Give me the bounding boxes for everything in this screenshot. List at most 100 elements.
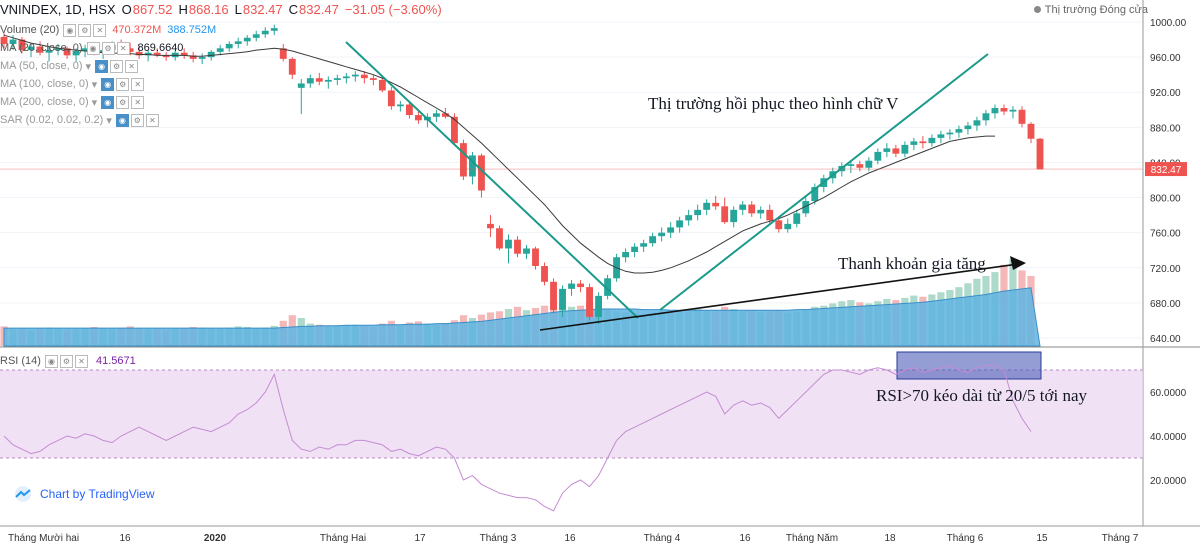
legend-ma20[interactable]: MA (20, close, 0) ◉ ⚙ ✕ 869.6640 (0, 40, 183, 56)
gear-icon[interactable]: ⚙ (130, 113, 144, 127)
volume-ma-value: 388.752M (167, 24, 217, 36)
legend-ma200-label: MA (200, close, 0) (0, 96, 89, 108)
candle (631, 243, 639, 258)
candle (496, 225, 503, 251)
candle (460, 139, 467, 180)
candle (910, 137, 918, 151)
candle (18, 36, 26, 53)
close-icon[interactable]: ✕ (131, 95, 145, 109)
legend-ma50-label: MA (50, close, 0) (0, 60, 83, 72)
legend-ma20-label: MA (20, close, 0) (0, 42, 83, 54)
chevron-down-icon[interactable]: ▾ (85, 60, 92, 73)
close-icon[interactable]: ✕ (131, 77, 145, 91)
candle (225, 41, 233, 52)
candle (937, 130, 945, 144)
eye-off-icon[interactable]: ◉ (101, 77, 115, 91)
brand-text: Chart by TradingView (40, 487, 155, 501)
legend-ma50[interactable]: MA (50, close, 0) ▾ ◉ ⚙ ✕ (0, 58, 139, 74)
gear-icon[interactable]: ⚙ (110, 59, 124, 73)
candle (0, 32, 8, 49)
legend-rsi[interactable]: RSI (14) ◉ ⚙ ✕ 41.5671 (0, 353, 136, 369)
rsi-tick-label: 20.0000 (1150, 476, 1187, 487)
legend-sar[interactable]: SAR (0.02, 0.02, 0.2) ▾ ◉ ⚙ ✕ (0, 112, 159, 128)
chevron-down-icon[interactable]: ▾ (106, 114, 112, 127)
legend-controls[interactable]: ◉ ⚙ ✕ (44, 354, 88, 368)
legend-volume[interactable]: Volume (20) ◉ ⚙ ✕ 470.372M 388.752M (0, 22, 216, 38)
eye-icon[interactable]: ◉ (86, 41, 100, 55)
candle (793, 209, 801, 228)
eye-icon[interactable]: ◉ (63, 23, 77, 37)
legend-controls[interactable]: ◉ ⚙ ✕ (101, 77, 145, 91)
candle (478, 153, 485, 198)
change-value: −31.05 (−3.60%) (344, 2, 442, 17)
candle (414, 109, 422, 124)
candle (360, 71, 368, 84)
volume-arrow-line (539, 263, 1019, 331)
symbol-name[interactable]: VNINDEX, 1D, HSX (0, 2, 116, 17)
high-label: H (178, 2, 188, 17)
candle (514, 236, 521, 258)
close-icon[interactable]: ✕ (74, 354, 88, 368)
candle (270, 24, 278, 36)
high-value: 868.16 (188, 2, 229, 17)
candle (928, 134, 936, 147)
candle (559, 285, 566, 317)
market-status: Thị trường Đóng cửa (1033, 4, 1148, 16)
legend-controls[interactable]: ◉ ⚙ ✕ (86, 41, 130, 55)
time-tick-label: 16 (119, 533, 131, 544)
candle (748, 201, 756, 217)
close-icon[interactable]: ✕ (125, 59, 139, 73)
legend-sar-label: SAR (0.02, 0.02, 0.2) (0, 114, 104, 126)
rsi-band (0, 370, 1143, 458)
candle (63, 46, 71, 59)
price-tick-label: 960.00 (1150, 53, 1181, 64)
rsi-axis: 60.0000 40.0000 20.0000 (1150, 388, 1187, 487)
low-value: 832.47 (242, 2, 283, 17)
close-icon[interactable]: ✕ (145, 113, 159, 127)
candle (54, 43, 62, 56)
legend-controls[interactable]: ◉ ⚙ ✕ (95, 59, 139, 73)
candle (387, 86, 395, 110)
candles (0, 24, 1044, 324)
candle (901, 141, 909, 158)
legend-ma100-label: MA (100, close, 0) (0, 78, 89, 90)
rsi-tick-label: 60.0000 (1150, 388, 1187, 399)
candle (1009, 106, 1017, 119)
candle (991, 104, 999, 119)
gear-icon[interactable]: ⚙ (78, 23, 92, 37)
time-tick-label: Tháng Mười hai (8, 533, 79, 544)
legend-controls[interactable]: ◉ ⚙ ✕ (63, 23, 107, 37)
chevron-down-icon[interactable]: ▾ (91, 96, 98, 109)
candle (730, 206, 738, 228)
legend-ma200[interactable]: MA (200, close, 0) ▾ ◉ ⚙ ✕ (0, 94, 145, 110)
chevron-down-icon[interactable]: ▾ (91, 78, 98, 91)
market-status-text: Thị trường Đóng cửa (1044, 4, 1148, 16)
price-tick-label: 800.00 (1150, 194, 1181, 205)
candle (604, 274, 612, 300)
candle (658, 227, 666, 242)
gear-icon[interactable]: ⚙ (116, 77, 130, 91)
gear-icon[interactable]: ⚙ (116, 95, 130, 109)
close-icon[interactable]: ✕ (116, 41, 130, 55)
legend-controls[interactable]: ◉ ⚙ ✕ (115, 113, 159, 127)
candle (532, 246, 539, 270)
eye-icon[interactable]: ◉ (44, 354, 58, 368)
gear-icon[interactable]: ⚙ (59, 354, 73, 368)
eye-off-icon[interactable]: ◉ (95, 59, 109, 73)
eye-off-icon[interactable]: ◉ (115, 113, 129, 127)
candle (369, 74, 377, 86)
close-icon[interactable]: ✕ (93, 23, 107, 37)
time-tick-label: Tháng 3 (480, 533, 517, 544)
gear-icon[interactable]: ⚙ (101, 41, 115, 55)
legend-ma100[interactable]: MA (100, close, 0) ▾ ◉ ⚙ ✕ (0, 76, 145, 92)
tradingview-brand[interactable]: Chart by TradingView (12, 486, 155, 502)
rsi-tick-label: 40.0000 (1150, 432, 1187, 443)
time-tick-label: 16 (739, 533, 751, 544)
close-label: C (288, 2, 299, 17)
candle (721, 197, 729, 224)
candle (162, 51, 170, 61)
legend-controls[interactable]: ◉ ⚙ ✕ (101, 95, 145, 109)
candle (432, 109, 440, 123)
candle (802, 197, 810, 217)
eye-off-icon[interactable]: ◉ (101, 95, 115, 109)
